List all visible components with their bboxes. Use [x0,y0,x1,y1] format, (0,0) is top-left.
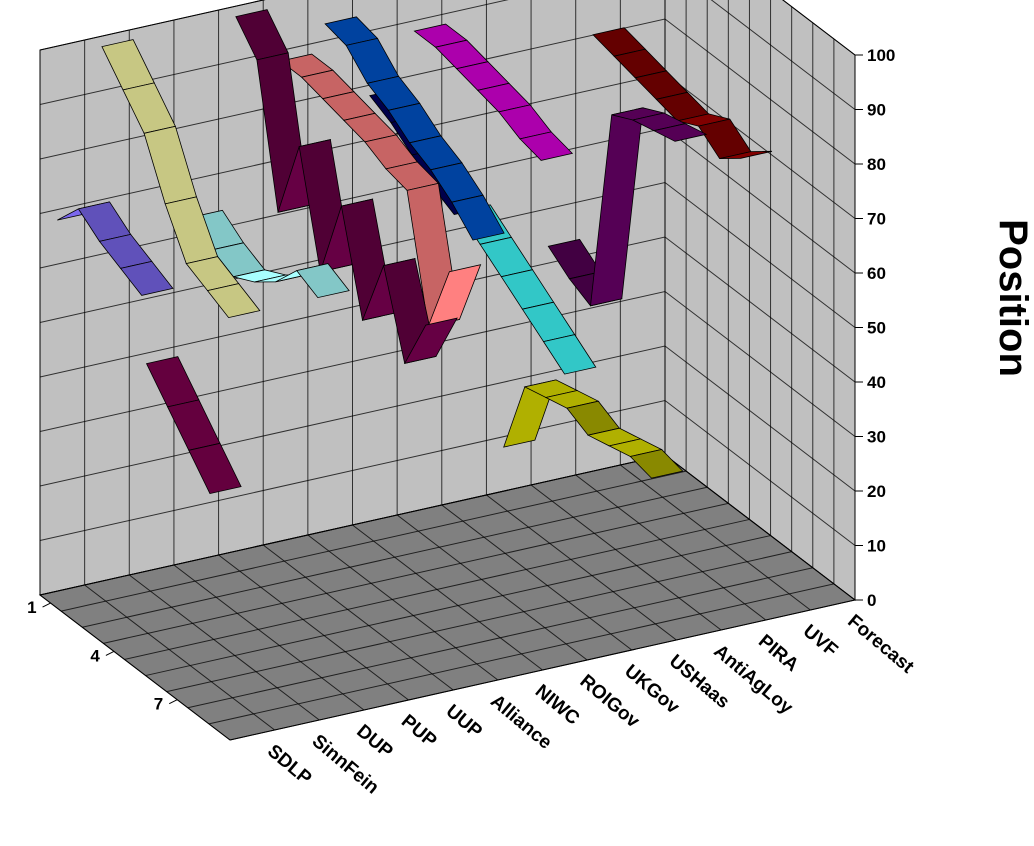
floor-gridline [39,454,666,596]
series-segment [519,131,574,161]
floor-gridline [530,484,722,631]
floor-gridline [103,502,729,644]
series-alliance [279,53,482,327]
series-segment [188,442,242,495]
z-tick-label: 20 [867,482,886,501]
x-category-label: Forecast [843,611,918,678]
z-tick-label: 70 [867,210,886,229]
floor-gridline [187,567,813,709]
floor-gridline [82,486,708,628]
z-tick-label: 30 [867,428,886,447]
floor-gridline [173,564,365,711]
series-segment [206,283,261,319]
depth-tick-mark [168,699,178,705]
floor-gridline [166,551,792,693]
depth-tick-mark [42,602,51,608]
floor-gridline [84,584,275,731]
z-tick-label: 100 [867,46,895,65]
floor-gridline [124,518,750,660]
series-antiagloy [503,379,684,479]
z-tick-label: 10 [867,537,886,556]
floor-gridline [664,454,856,601]
series-sdlp [57,201,174,296]
chart-series [57,9,773,495]
series-segment [652,123,708,142]
z-tick-label: 60 [867,264,886,283]
floor-gridline [39,594,231,741]
floor-gridline [396,514,588,661]
series-uvf [592,27,773,160]
z-tick-label: 90 [867,101,886,120]
series-dup [145,356,242,495]
x-category-label: UVF [799,621,842,662]
chart-gridlines [39,0,856,741]
z-tick-label: 80 [867,155,886,174]
series-uup [235,9,458,364]
depth-tick-label: 7 [154,695,163,714]
floor-gridline [218,554,409,701]
floor-gridline [486,494,677,641]
series-segment [451,194,505,241]
floor-gridline [262,544,454,691]
floor-gridline [61,470,687,612]
depth-tick-label: 4 [90,646,100,665]
floor-gridline [208,583,834,725]
series-ukgov [413,23,574,161]
floor-gridline [575,474,767,621]
series-segment [119,260,174,296]
z-axis-title: Position [991,219,1034,377]
series-segment [629,449,684,479]
series-segment [295,263,350,299]
x-category-label: DUP [352,721,396,763]
depth-tick-mark [105,650,115,656]
floor-gridline [128,574,320,721]
x-category-label: PUP [397,711,441,752]
series-segment [542,334,597,375]
x-category-label: SDLP [263,741,316,790]
floor-gridline [307,534,499,681]
z-tick-label: 0 [867,591,876,610]
x-category-label: UUP [442,701,486,743]
z-tick-label: 40 [867,373,886,392]
floor-gridline [620,464,811,611]
floor-gridline [229,599,856,741]
series-pira [547,107,708,307]
series-segment [719,150,773,159]
series-sinnfein [101,39,261,319]
floor-gridline [352,524,543,671]
floor-gridline [441,504,633,651]
depth-tick-label: 1 [27,598,36,617]
x-category-label: PIRA [754,631,802,676]
series-segment [403,317,458,364]
z-tick-label: 50 [867,319,886,338]
series-niwc [324,16,505,241]
floor-gridline [145,535,771,677]
